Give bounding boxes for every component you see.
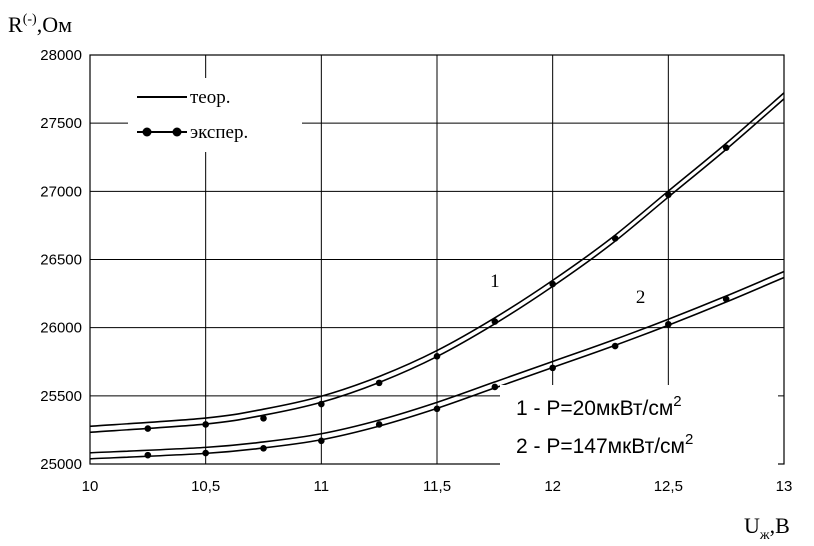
legend-label-experiment: экспер. bbox=[190, 122, 248, 143]
data-point-1 bbox=[665, 191, 672, 199]
curve-label-1: 1 bbox=[490, 271, 500, 292]
curve-labels: 12 bbox=[490, 271, 645, 308]
legend-label-theory: теор. bbox=[190, 87, 231, 108]
annotation-2: 2 - P=147мкВт/см2 bbox=[516, 431, 693, 458]
x-tick-label: 10 bbox=[82, 478, 99, 495]
data-point-2 bbox=[722, 295, 730, 303]
data-point-2 bbox=[318, 437, 325, 445]
y-tick-label: 27000 bbox=[40, 183, 82, 200]
data-point-1 bbox=[375, 379, 383, 387]
legend: теор. экспер. bbox=[128, 78, 302, 152]
series-group bbox=[89, 92, 785, 460]
data-point-2 bbox=[433, 405, 441, 413]
data-point-2 bbox=[375, 421, 383, 428]
x-tick-label: 10,5 bbox=[191, 478, 220, 495]
y-tick-label: 28000 bbox=[40, 47, 82, 64]
data-point-2 bbox=[260, 445, 267, 452]
x-tick-label: 12 bbox=[544, 478, 561, 495]
data-point-1 bbox=[433, 352, 441, 360]
y-tick-label: 26000 bbox=[40, 320, 82, 337]
data-point-1 bbox=[144, 425, 152, 432]
data-point-2 bbox=[665, 320, 672, 328]
theory-curve-1 bbox=[89, 92, 785, 428]
y-axis-title: R(-),Ом bbox=[8, 12, 72, 37]
curve-label-2: 2 bbox=[636, 287, 646, 308]
x-tick-label: 12,5 bbox=[654, 478, 683, 495]
legend-background bbox=[128, 78, 302, 152]
data-point-2 bbox=[202, 449, 209, 457]
x-tick-label: 11 bbox=[314, 478, 330, 495]
annotation-background bbox=[500, 385, 778, 465]
y-tick-label: 25500 bbox=[40, 388, 82, 405]
annotation-box: 1 - P=20мкВт/см2 2 - P=147мкВт/см2 bbox=[500, 385, 778, 465]
legend-dot-marker bbox=[172, 127, 182, 137]
x-tick-label: 11,5 bbox=[423, 478, 451, 495]
x-axis-title: Uж,B bbox=[744, 513, 790, 543]
theory-curve-2 bbox=[89, 270, 785, 454]
data-point-1 bbox=[318, 400, 325, 408]
data-point-1 bbox=[491, 318, 499, 325]
data-point-2 bbox=[611, 342, 619, 350]
annotation-1: 1 - P=20мкВт/см2 bbox=[516, 393, 682, 420]
plot-border bbox=[89, 54, 785, 465]
data-point-2 bbox=[549, 364, 556, 372]
data-point-1 bbox=[202, 421, 209, 428]
theory-curve-1 bbox=[89, 98, 785, 434]
data-point-1 bbox=[549, 280, 556, 288]
y-tick-label: 26500 bbox=[40, 252, 82, 269]
legend-dot-marker bbox=[142, 127, 152, 137]
plot-frame bbox=[89, 54, 785, 465]
y-tick-label: 25000 bbox=[40, 456, 82, 473]
y-tick-label: 27500 bbox=[40, 115, 82, 132]
data-point-1 bbox=[611, 235, 619, 242]
x-tick-label: 13 bbox=[776, 478, 793, 495]
tick-labels: 10 10,5 11 11,5 12 12,5 1325000255002600026500… bbox=[40, 47, 792, 495]
data-point-1 bbox=[722, 144, 730, 152]
data-point-2 bbox=[144, 451, 152, 459]
data-point-2 bbox=[491, 383, 499, 391]
data-point-1 bbox=[260, 415, 267, 422]
